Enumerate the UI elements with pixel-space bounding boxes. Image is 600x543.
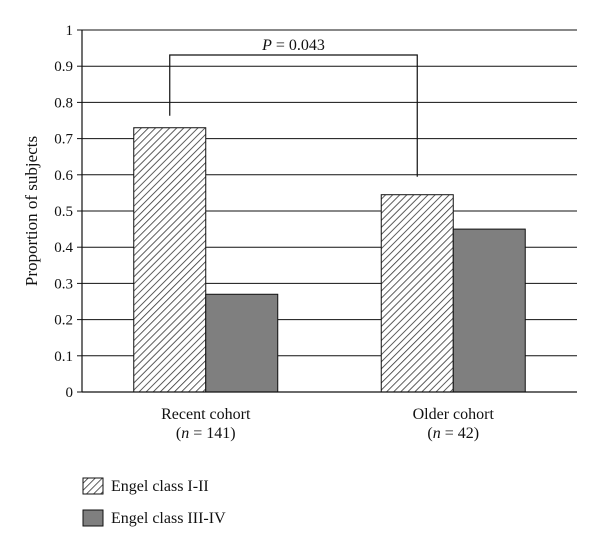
y-tick-label: 0.1 — [54, 349, 73, 365]
legend-label: Engel class I-II — [111, 478, 209, 495]
p-value-label: P = 0.043 — [261, 37, 325, 54]
x-axis-labels: Recent cohort (n = 141) Older cohort (n = 4… — [161, 406, 494, 442]
legend: Engel class I-II Engel class III-IV — [82, 477, 226, 527]
significance-annotation: P = 0.043 — [169, 37, 418, 177]
x-category-label: Recent cohort — [161, 406, 251, 423]
legend-swatch — [82, 509, 104, 527]
y-tick-label: 0.7 — [54, 132, 73, 148]
y-axis-label: Proportion of subjects — [22, 136, 41, 286]
legend-label: Engel class III-IV — [111, 510, 226, 527]
bars — [133, 127, 526, 393]
x-category-n: (n = 141) — [176, 425, 236, 442]
y-tick-label: 0.6 — [54, 168, 73, 184]
y-tick-label: 0.9 — [54, 59, 73, 75]
y-tick-label: 0 — [66, 385, 74, 401]
y-tick-label: 0.5 — [54, 204, 73, 220]
bar-1-1 — [452, 228, 526, 393]
y-tick-label: 0.3 — [54, 276, 73, 292]
x-category-label: Older cohort — [413, 406, 495, 423]
bar-1-0 — [380, 194, 454, 393]
bar-0-1 — [205, 293, 279, 393]
y-tick-label: 1 — [66, 23, 74, 39]
significance-bracket — [169, 54, 418, 177]
y-tick-label: 0.8 — [54, 95, 73, 111]
y-tick-label: 0.4 — [54, 240, 73, 256]
y-tick-label: 0.2 — [54, 313, 73, 329]
y-axis-ticks: 0 0.1 0.2 0.3 0.4 0.5 0.6 0.7 0.8 0.9 1 — [54, 23, 82, 401]
axes — [81, 30, 577, 393]
legend-swatch — [82, 477, 104, 495]
bar-0-0 — [133, 127, 207, 393]
x-category-n: (n = 42) — [427, 425, 479, 442]
